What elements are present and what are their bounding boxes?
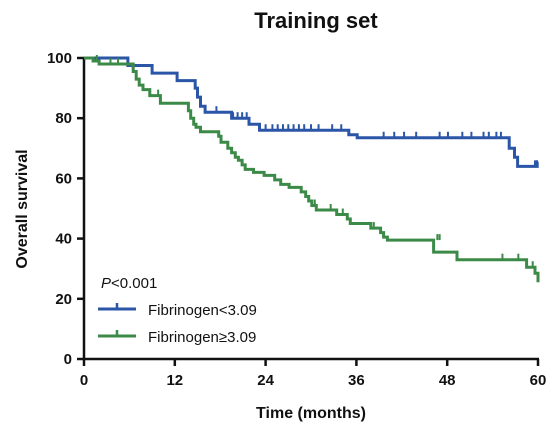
y-tick-label: 60	[55, 170, 72, 187]
legend-label-fibrinogen-high: Fibrinogen≥3.09	[148, 329, 256, 346]
legend-label-fibrinogen-low: Fibrinogen<3.09	[148, 302, 257, 319]
axes: 0 12 24 36 48 60 0 20 40 60 80 100	[47, 50, 546, 389]
series-layer	[84, 55, 540, 283]
y-tick-label: 80	[55, 110, 72, 127]
x-tick-label: 48	[439, 372, 456, 389]
p-value-text: <0.001	[111, 275, 157, 292]
y-axis-label: Overall survival	[14, 149, 31, 268]
p-value-annotation: P<0.001	[101, 275, 157, 292]
x-axis-label: Time (months)	[256, 405, 366, 422]
survival-curve-0	[84, 56, 539, 168]
x-tick-label: 36	[348, 372, 365, 389]
legend: P<0.001 Fibrinogen<3.09 Fibrinogen≥3.09	[98, 275, 257, 346]
y-tick-label: 40	[55, 231, 72, 248]
survival-curve-1	[84, 56, 540, 283]
chart-title: Training set	[254, 8, 378, 33]
x-tick-label: 60	[530, 372, 547, 389]
p-value-symbol: P	[101, 275, 111, 292]
x-tick-label: 12	[166, 372, 183, 389]
x-tick-label: 24	[257, 372, 274, 389]
x-tick-label: 0	[80, 372, 88, 389]
y-tick-label: 100	[47, 50, 72, 67]
y-tick-label: 20	[55, 291, 72, 308]
y-tick-label: 0	[64, 351, 72, 368]
